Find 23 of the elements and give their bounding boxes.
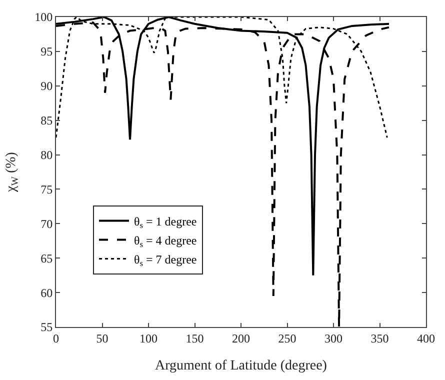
x-tick-label: 400 [417, 331, 435, 346]
legend-label: θ$_{s}$ = 7 degree [134, 252, 197, 268]
x-axis-title: Argument of Latitude (degree) [155, 358, 328, 374]
legend-label: θ$_{s}$ = 1 degree [134, 214, 197, 230]
y-tick-label: 60 [40, 286, 53, 300]
x-tick-label: 300 [324, 331, 342, 346]
x-tick-label: 100 [140, 331, 158, 346]
y-tick-label: 90 [40, 79, 53, 94]
x-tick-label: 0 [53, 331, 59, 346]
y-tick-label: 100 [34, 10, 53, 24]
y-tick-label: 80 [40, 148, 53, 162]
x-tick-label: 350 [370, 331, 389, 346]
y-tick-label: 65 [40, 251, 53, 266]
x-tick-label: 250 [278, 331, 296, 346]
x-tick-label: 50 [96, 331, 108, 346]
x-tick-label: 200 [232, 331, 250, 346]
y-tick-label: 95 [40, 44, 53, 59]
x-tick-label: 150 [186, 331, 204, 346]
y-tick-label: 85 [40, 114, 53, 128]
y-tick-label: 70 [40, 216, 53, 231]
y-tick-label: 55 [40, 320, 53, 334]
y-tick-label: 75 [40, 182, 53, 196]
legend-label: θ$_{s}$ = 4 degree [134, 233, 197, 249]
